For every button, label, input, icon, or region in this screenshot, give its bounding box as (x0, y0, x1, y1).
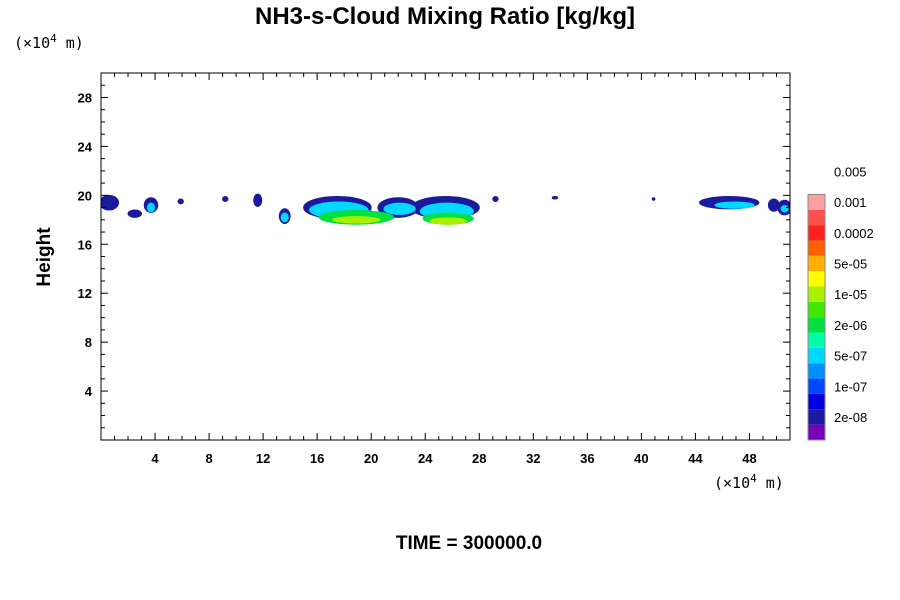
cloud-blob (551, 196, 559, 200)
cloud-contours (101, 193, 790, 225)
cloud-blob (101, 194, 120, 211)
y-tick-label: 12 (78, 286, 92, 301)
x-tick-label: 36 (580, 451, 594, 466)
colorbar-swatch (808, 255, 825, 272)
x-tick-label: 48 (742, 451, 756, 466)
colorbar-swatch (808, 393, 825, 410)
colorbar: 2e-08 1e-07 5e-07 2e-06 1e-05 5e-05 0.0002 0.00… (807, 164, 874, 441)
x-tick-label: 8 (205, 451, 212, 466)
colorbar-swatch (808, 347, 825, 364)
colorbar-swatch (808, 194, 825, 210)
cloud-blob (280, 212, 289, 223)
colorbar-frame (807, 193, 826, 441)
cloud-blob (780, 205, 789, 213)
colorbar-swatch (808, 301, 825, 318)
x-tick-label: 28 (472, 451, 486, 466)
colorbar-swatch (808, 271, 825, 287)
colorbar-swatch (808, 424, 825, 440)
y-tick-label: 20 (78, 188, 92, 203)
colorbar-label: 2e-08 (834, 410, 867, 425)
x-unit-label: (×104 m) (714, 472, 784, 492)
cloud-blob (383, 202, 416, 215)
colorbar-swatch (808, 225, 825, 241)
cloud-blob (429, 217, 468, 225)
y-unit-label: (×104 m) (14, 32, 84, 52)
x-tick-label: 4 (151, 451, 159, 466)
y-axis-label: Height (34, 227, 55, 287)
colorbar-swatch (808, 286, 825, 302)
colorbar-swatch (808, 409, 825, 425)
x-axis-ticks: 4 8 12 16 20 24 28 32 36 40 44 48 (114, 73, 777, 466)
cloud-blob (651, 197, 656, 201)
plot-frame (100, 72, 791, 441)
y-tick-label: 8 (85, 335, 92, 350)
colorbar-swatch (808, 378, 825, 394)
x-tick-label: 20 (364, 451, 378, 466)
colorbar-label: 5e-05 (834, 256, 867, 271)
x-tick-label: 40 (634, 451, 648, 466)
colorbar-swatch (808, 240, 825, 256)
chart-title: NH3-s-Cloud Mixing Ratio [kg/kg] (255, 3, 635, 30)
cloud-blob (177, 198, 184, 205)
x-tick-label: 44 (688, 451, 703, 466)
cloud-blob (492, 196, 499, 202)
colorbar-label: 2e-06 (834, 318, 867, 333)
y-axis-ticks: 4 8 12 16 20 24 28 (78, 84, 790, 429)
cloud-blob (127, 209, 143, 218)
colorbar-swatch (808, 209, 825, 226)
y-tick-label: 28 (78, 90, 92, 105)
colorbar-label: 1e-05 (834, 287, 867, 302)
cloud-blob (332, 216, 381, 224)
cloud-blob (146, 202, 156, 213)
cloud-blob (714, 201, 755, 209)
colorbar-label: 0.001 (834, 195, 867, 210)
cloud-blob (253, 193, 263, 207)
y-tick-label: 4 (85, 384, 93, 399)
colorbar-label: 0.0002 (834, 226, 874, 241)
cloud-blob (222, 196, 229, 202)
x-tick-label: 24 (418, 451, 433, 466)
colorbar-label: 1e-07 (834, 379, 867, 394)
time-label: TIME = 300000.0 (396, 533, 542, 554)
x-tick-label: 12 (256, 451, 270, 466)
colorbar-swatch (808, 363, 825, 379)
y-tick-label: 16 (78, 237, 92, 252)
x-tick-label: 16 (310, 451, 324, 466)
x-tick-label: 32 (526, 451, 540, 466)
colorbar-swatch (808, 332, 825, 348)
y-tick-label: 24 (78, 139, 93, 154)
colorbar-swatch (808, 317, 825, 333)
colorbar-label: 0.005 (834, 164, 867, 179)
colorbar-label: 5e-07 (834, 349, 867, 364)
